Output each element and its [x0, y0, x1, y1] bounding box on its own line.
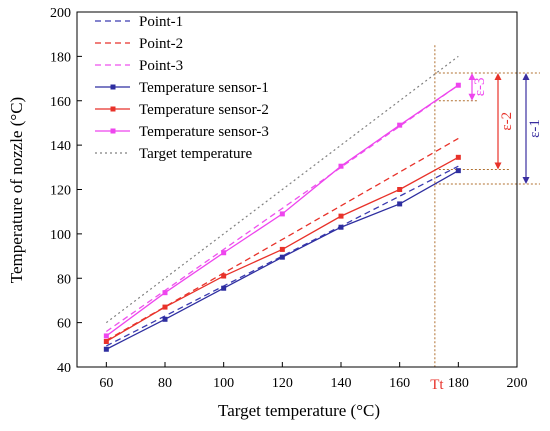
data-point: [103, 338, 109, 344]
series-line-7: [105, 55, 459, 324]
eps3-arrow-head-down: [468, 93, 476, 101]
data-point: [221, 250, 227, 256]
x-tick-label: 100: [213, 376, 234, 391]
data-point: [455, 168, 461, 174]
y-tick-label: 180: [50, 50, 71, 65]
legend-marker: [110, 106, 116, 112]
x-tick-label: 140: [331, 376, 352, 391]
x-axis-title: Target temperature (°C): [218, 401, 380, 420]
legend-entry-6: Temperature sensor-3: [139, 124, 269, 140]
y-tick-label: 200: [50, 6, 71, 21]
y-tick-label: 140: [50, 139, 71, 154]
series-line-4: [106, 170, 459, 350]
legend-marker: [110, 84, 116, 90]
x-tick-label: 80: [158, 376, 172, 391]
eps2-label: ε-2: [499, 112, 515, 131]
data-point: [397, 187, 403, 192]
legend: Point-1 Point-2 Point-3 Temperature sensor-…: [95, 14, 269, 162]
series-line-3: [105, 84, 459, 333]
legend-entry-2: Point-2: [139, 36, 183, 52]
x-tick-label: 180: [448, 376, 469, 391]
data-point: [279, 246, 285, 252]
data-point: [162, 304, 168, 310]
data-point: [397, 201, 403, 207]
guide-lines: [434, 45, 540, 367]
data-point: [279, 211, 285, 217]
data-point: [397, 122, 403, 128]
annotations: Tt ε-3 ε-2 ε-1: [430, 73, 543, 393]
data-point: [103, 333, 109, 339]
x-tick-label: 160: [389, 376, 410, 391]
eps1-arrow-head-up: [522, 73, 530, 81]
data-point: [103, 346, 109, 352]
eps1-label: ε-1: [527, 119, 543, 138]
y-axis-title: Temperature of nozzle (°C): [7, 97, 26, 283]
data-point: [455, 154, 461, 160]
data-point: [338, 163, 344, 169]
data-point: [338, 224, 344, 230]
y-tick-label: 160: [50, 95, 71, 110]
legend-entry-7: Target temperature: [139, 146, 253, 162]
series-layer: [103, 55, 461, 352]
data-point: [338, 213, 344, 219]
eps1-arrow-head-down: [522, 176, 530, 184]
data-point: [162, 316, 168, 322]
series-line-1: [106, 165, 459, 347]
data-point: [221, 285, 227, 291]
axes: 60 80 100 120 140 160 180 200 40 60 80 100 120 140 160…: [50, 6, 528, 391]
legend-entry-4: Temperature sensor-1: [139, 80, 269, 96]
x-tick-label: 200: [507, 376, 528, 391]
legend-entry-1: Point-1: [139, 14, 183, 30]
data-point: [221, 273, 227, 279]
y-tick-label: 60: [57, 317, 71, 332]
y-tick-label: 80: [57, 272, 71, 287]
eps2-arrow-head-down: [494, 162, 502, 170]
tt-label: Tt: [430, 377, 444, 393]
x-tick-label: 120: [272, 376, 293, 391]
legend-entry-3: Point-3: [139, 58, 183, 74]
data-point: [162, 290, 168, 296]
eps3-arrow-head-up: [468, 73, 476, 81]
x-tick-label: 60: [99, 376, 113, 391]
y-tick-label: 100: [50, 228, 71, 243]
legend-marker: [110, 128, 116, 134]
eps3-label: ε-3: [472, 77, 488, 96]
y-tick-label: 120: [50, 184, 71, 199]
legend-entry-5: Temperature sensor-2: [139, 102, 269, 118]
y-tick-label: 40: [57, 361, 71, 376]
data-point: [279, 254, 285, 260]
eps2-arrow-head-up: [494, 73, 502, 81]
data-point: [455, 82, 461, 88]
series-line-2: [106, 137, 459, 341]
